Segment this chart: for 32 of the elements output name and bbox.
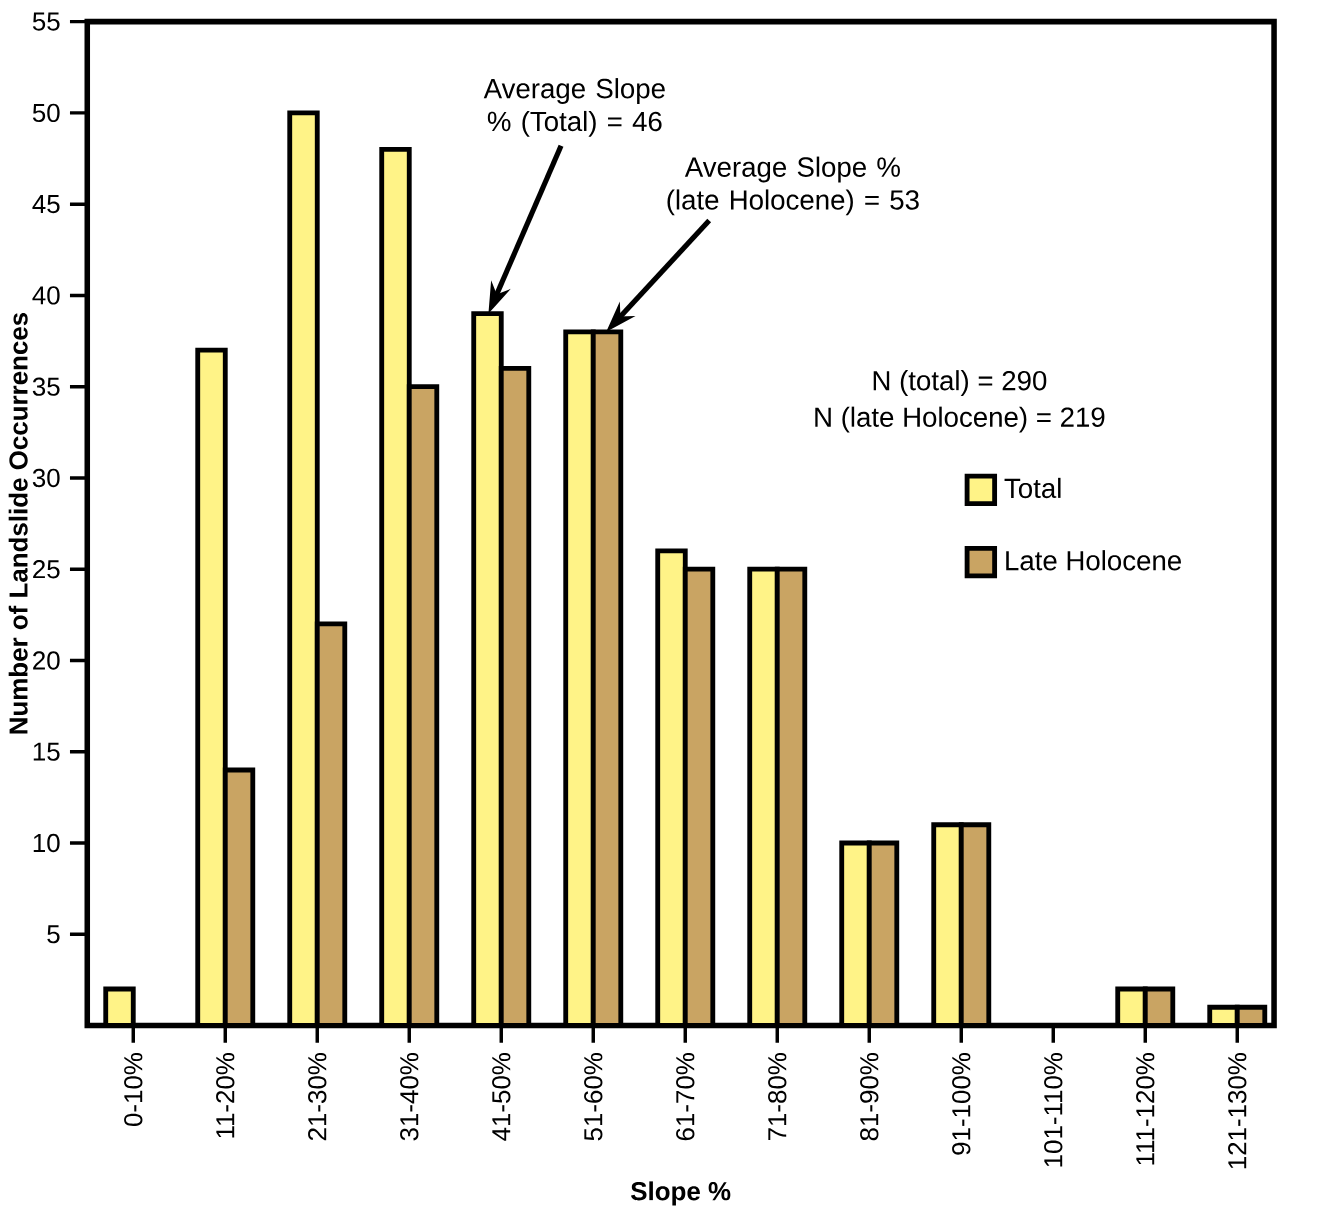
- x-tick-label: 91-100%: [952, 1053, 971, 1155]
- x-tick-label: 0-10%: [124, 1053, 143, 1126]
- y-tick-label: 40: [32, 286, 60, 305]
- x-tick-label: 121-130%: [1228, 1053, 1247, 1169]
- x-tick-label: 51-60%: [584, 1053, 603, 1141]
- legend-label: Total: [1004, 477, 1061, 499]
- x-tick-label: 71-80%: [768, 1053, 787, 1141]
- y-tick-label: 30: [32, 468, 60, 488]
- y-tick-label: 55: [32, 12, 60, 31]
- legend-label: Late Holocene: [1006, 550, 1181, 571]
- x-tick-label: 111-120%: [1136, 1053, 1155, 1165]
- x-tick-label: 61-70%: [676, 1053, 695, 1141]
- y-tick-label: 10: [33, 833, 60, 853]
- x-tick-label: 11-20%: [216, 1053, 235, 1138]
- x-tick-label: 101-110%: [1044, 1053, 1063, 1167]
- annotation: Average Slope % (Total) = 46: [483, 78, 665, 137]
- y-tick-label: 50: [32, 103, 60, 123]
- x-tick-label: 81-90%: [860, 1053, 879, 1141]
- y-tick-label: 25: [33, 559, 60, 579]
- y-tick-label: 45: [32, 195, 60, 214]
- x-tick-label: 31-40%: [400, 1053, 419, 1141]
- x-tick-label: 41-50%: [492, 1053, 511, 1141]
- x-axis-title: Slope %: [631, 1181, 731, 1206]
- y-axis-title: Number of Landslide Occurrences: [8, 312, 28, 734]
- x-tick-label: 21-30%: [308, 1053, 327, 1141]
- y-tick-label: 5: [47, 925, 60, 944]
- annotation: Average Slope % (late Holocene) = 53: [667, 156, 919, 216]
- annotation: N (late Holocene) = 219: [815, 406, 1105, 433]
- y-tick-label: 15: [33, 742, 60, 761]
- y-tick-label: 35: [32, 377, 60, 396]
- y-tick-label: 20: [33, 651, 60, 670]
- annotation: N (total) = 290: [873, 370, 1047, 396]
